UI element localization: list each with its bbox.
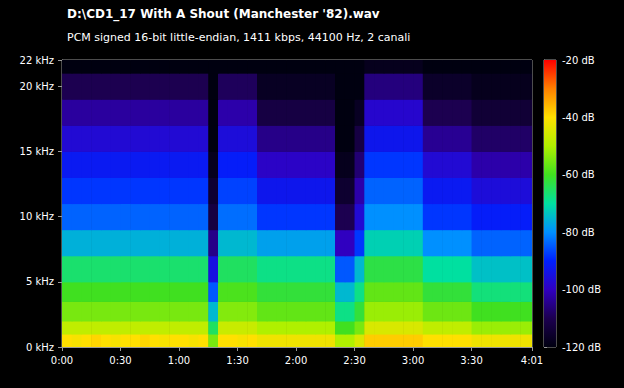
svg-text:D:\CD1_17 With A Shout (Manche: D:\CD1_17 With A Shout (Manchester '82).…	[67, 7, 380, 22]
svg-text:-80 dB: -80 dB	[562, 227, 595, 238]
svg-text:-40 dB: -40 dB	[562, 112, 595, 123]
svg-text:3:00: 3:00	[402, 355, 424, 366]
svg-text:3:30: 3:30	[460, 355, 482, 366]
svg-text:-100 dB: -100 dB	[562, 284, 601, 295]
svg-text:4:01: 4:01	[521, 355, 543, 366]
svg-text:0:30: 0:30	[109, 355, 131, 366]
svg-text:22 kHz: 22 kHz	[20, 55, 54, 66]
svg-text:0 kHz: 0 kHz	[26, 342, 54, 353]
svg-text:1:30: 1:30	[226, 355, 248, 366]
svg-text:10 kHz: 10 kHz	[20, 211, 54, 222]
svg-text:15 kHz: 15 kHz	[20, 146, 54, 157]
svg-text:PCM signed 16-bit little-endia: PCM signed 16-bit little-endian, 1411 kb…	[67, 31, 410, 44]
svg-text:1:00: 1:00	[168, 355, 190, 366]
svg-text:5 kHz: 5 kHz	[26, 276, 54, 287]
svg-text:2:00: 2:00	[285, 355, 307, 366]
svg-text:-60 dB: -60 dB	[562, 169, 595, 180]
svg-text:-120 dB: -120 dB	[562, 342, 601, 353]
svg-text:-20 dB: -20 dB	[562, 55, 595, 66]
svg-text:2:30: 2:30	[343, 355, 365, 366]
svg-text:20 kHz: 20 kHz	[20, 81, 54, 92]
svg-text:0:00: 0:00	[51, 355, 73, 366]
